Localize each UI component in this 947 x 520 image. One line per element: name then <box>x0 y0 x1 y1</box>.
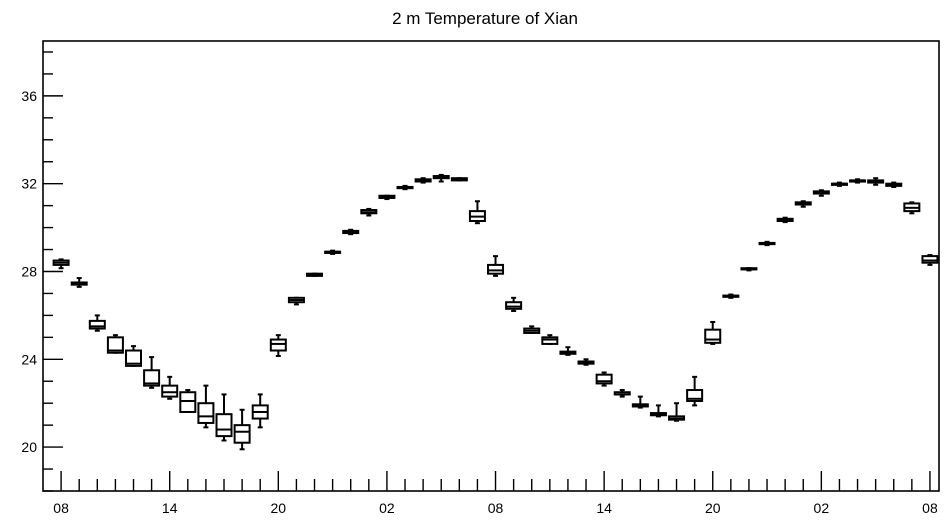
box-19 <box>396 184 414 191</box>
x-tick-label: 08 <box>488 500 504 516</box>
box-7 <box>179 389 197 413</box>
box-rect <box>704 328 722 344</box>
box-29 <box>577 358 595 366</box>
box-10 <box>233 408 251 451</box>
box-rect <box>161 384 179 398</box>
plot-frame <box>42 40 940 492</box>
box-rect <box>197 402 215 424</box>
box-39 <box>758 240 776 247</box>
box-37 <box>722 293 740 299</box>
box-32 <box>631 395 649 409</box>
box-6 <box>161 375 179 400</box>
box-0 <box>52 258 70 270</box>
x-tick-label: 08 <box>922 500 938 516</box>
y-tick-label: 24 <box>21 351 37 367</box>
box-38 <box>740 267 758 272</box>
box-rect <box>921 255 939 264</box>
box-rect <box>269 338 287 352</box>
box-14 <box>306 272 324 277</box>
box-36 <box>704 320 722 345</box>
box-40 <box>776 216 794 224</box>
box-25 <box>505 296 523 312</box>
box-rect <box>487 263 505 275</box>
box-47 <box>903 201 921 215</box>
y-tick-label: 36 <box>21 88 37 104</box>
box-22 <box>450 177 468 182</box>
box-rect <box>125 349 143 367</box>
box-31 <box>613 389 631 398</box>
box-rect <box>143 369 161 387</box>
box-rect <box>541 336 559 345</box>
box-21 <box>432 173 450 183</box>
box-8 <box>197 384 215 429</box>
box-series <box>52 173 939 451</box>
box-rect <box>505 301 523 310</box>
box-48 <box>921 254 939 266</box>
y-tick-label: 32 <box>21 176 37 192</box>
x-tick-label: 20 <box>271 500 287 516</box>
box-15 <box>324 249 342 255</box>
box-11 <box>251 393 269 429</box>
y-tick-label: 20 <box>21 439 37 455</box>
box-rect <box>215 413 233 438</box>
box-13 <box>287 296 305 306</box>
box-rect <box>686 389 704 402</box>
box-rect <box>88 319 106 330</box>
x-tick-label: 08 <box>53 500 69 516</box>
box-2 <box>88 314 106 332</box>
box-20 <box>414 177 432 184</box>
box-23 <box>468 200 486 225</box>
box-rect <box>595 373 613 385</box>
box-46 <box>885 181 903 188</box>
x-tick-label: 20 <box>705 500 721 516</box>
y-tick-label: 28 <box>21 263 37 279</box>
box-34 <box>668 402 686 422</box>
box-41 <box>794 200 812 208</box>
box-18 <box>378 194 396 201</box>
box-12 <box>269 334 287 357</box>
box-rect <box>233 424 251 444</box>
box-30 <box>595 371 613 387</box>
box-35 <box>686 375 704 407</box>
x-tick-label: 14 <box>596 500 612 516</box>
box-5 <box>143 356 161 389</box>
box-45 <box>867 177 885 186</box>
box-43 <box>830 181 848 187</box>
box-33 <box>649 404 667 418</box>
box-3 <box>106 334 124 354</box>
box-42 <box>812 189 830 197</box>
box-rect <box>179 391 197 413</box>
box-4 <box>125 345 143 367</box>
x-axis: 08 14 20 02 08 14 20 02 08 <box>53 471 938 516</box>
box-rect <box>106 336 124 354</box>
box-26 <box>523 325 541 334</box>
y-axis: 20 24 28 32 36 <box>21 51 63 492</box>
box-1 <box>70 277 88 288</box>
chart-title: 2 m Temperature of Xian <box>392 9 578 28</box>
box-17 <box>360 207 378 217</box>
box-9 <box>215 393 233 442</box>
box-16 <box>342 228 360 236</box>
box-44 <box>849 178 867 184</box>
box-28 <box>559 346 577 356</box>
x-tick-label: 02 <box>379 500 395 516</box>
x-tick-label: 14 <box>162 500 178 516</box>
box-27 <box>541 334 559 345</box>
x-tick-label: 02 <box>814 500 830 516</box>
box-24 <box>487 255 505 277</box>
